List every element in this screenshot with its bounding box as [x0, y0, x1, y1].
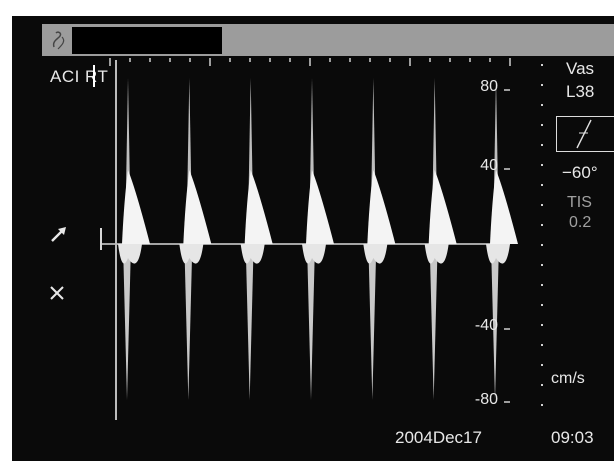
spectral-peak — [424, 78, 457, 400]
angle-correction-icon — [576, 119, 592, 149]
spectral-peak — [240, 78, 273, 400]
tis-label: TIS — [567, 194, 592, 211]
spectral-peaks — [118, 78, 518, 400]
logo-icon — [52, 31, 65, 50]
scale-dot — [541, 164, 543, 166]
scale-dot — [541, 104, 543, 106]
top-axis-ticks — [109, 58, 511, 66]
scale-dot — [541, 264, 543, 266]
scale-dot — [541, 364, 543, 366]
scale-dot — [541, 204, 543, 206]
probe-name-label: L38 — [566, 82, 595, 101]
spectral-peak — [179, 78, 212, 400]
scale-dot — [541, 284, 543, 286]
tis-value: 0.2 — [569, 214, 592, 231]
spectral-peak — [302, 78, 334, 400]
probe-mode-label: Vas — [566, 59, 595, 78]
scale-dot — [541, 384, 543, 386]
scale-dot — [541, 144, 543, 146]
velocity-scale — [504, 64, 543, 406]
scale-dot — [541, 324, 543, 326]
scale-dot — [541, 304, 543, 306]
spectral-peak — [486, 78, 518, 400]
spectral-peak — [363, 78, 396, 400]
spectral-peak — [118, 78, 150, 400]
scale-tick-neg80: -80 — [474, 391, 498, 408]
scale-dot — [541, 224, 543, 226]
scale-dot — [541, 344, 543, 346]
text-cursor — [93, 65, 95, 87]
scale-tick-neg40: -40 — [474, 317, 498, 334]
velocity-units-label: cm/s — [551, 370, 585, 387]
scale-dot — [541, 124, 543, 126]
time-label: 09:03 — [551, 428, 594, 447]
scale-dot — [541, 404, 543, 406]
redacted-patient-info — [72, 27, 222, 54]
scale-dot — [541, 244, 543, 246]
scale-tick-80: 80 — [480, 78, 498, 95]
angle-value: −60° — [562, 163, 598, 182]
angle-correction-box — [556, 116, 614, 152]
probe-annotation-label: ACI RT — [50, 67, 109, 86]
scale-tick-40: 40 — [480, 157, 498, 174]
scale-dot — [541, 84, 543, 86]
date-label: 2004Dec17 — [395, 428, 482, 447]
steer-arrow-icon — [51, 227, 66, 242]
scale-dot — [541, 184, 543, 186]
cursor-cross-icon — [50, 286, 64, 300]
scale-dot — [541, 64, 543, 66]
